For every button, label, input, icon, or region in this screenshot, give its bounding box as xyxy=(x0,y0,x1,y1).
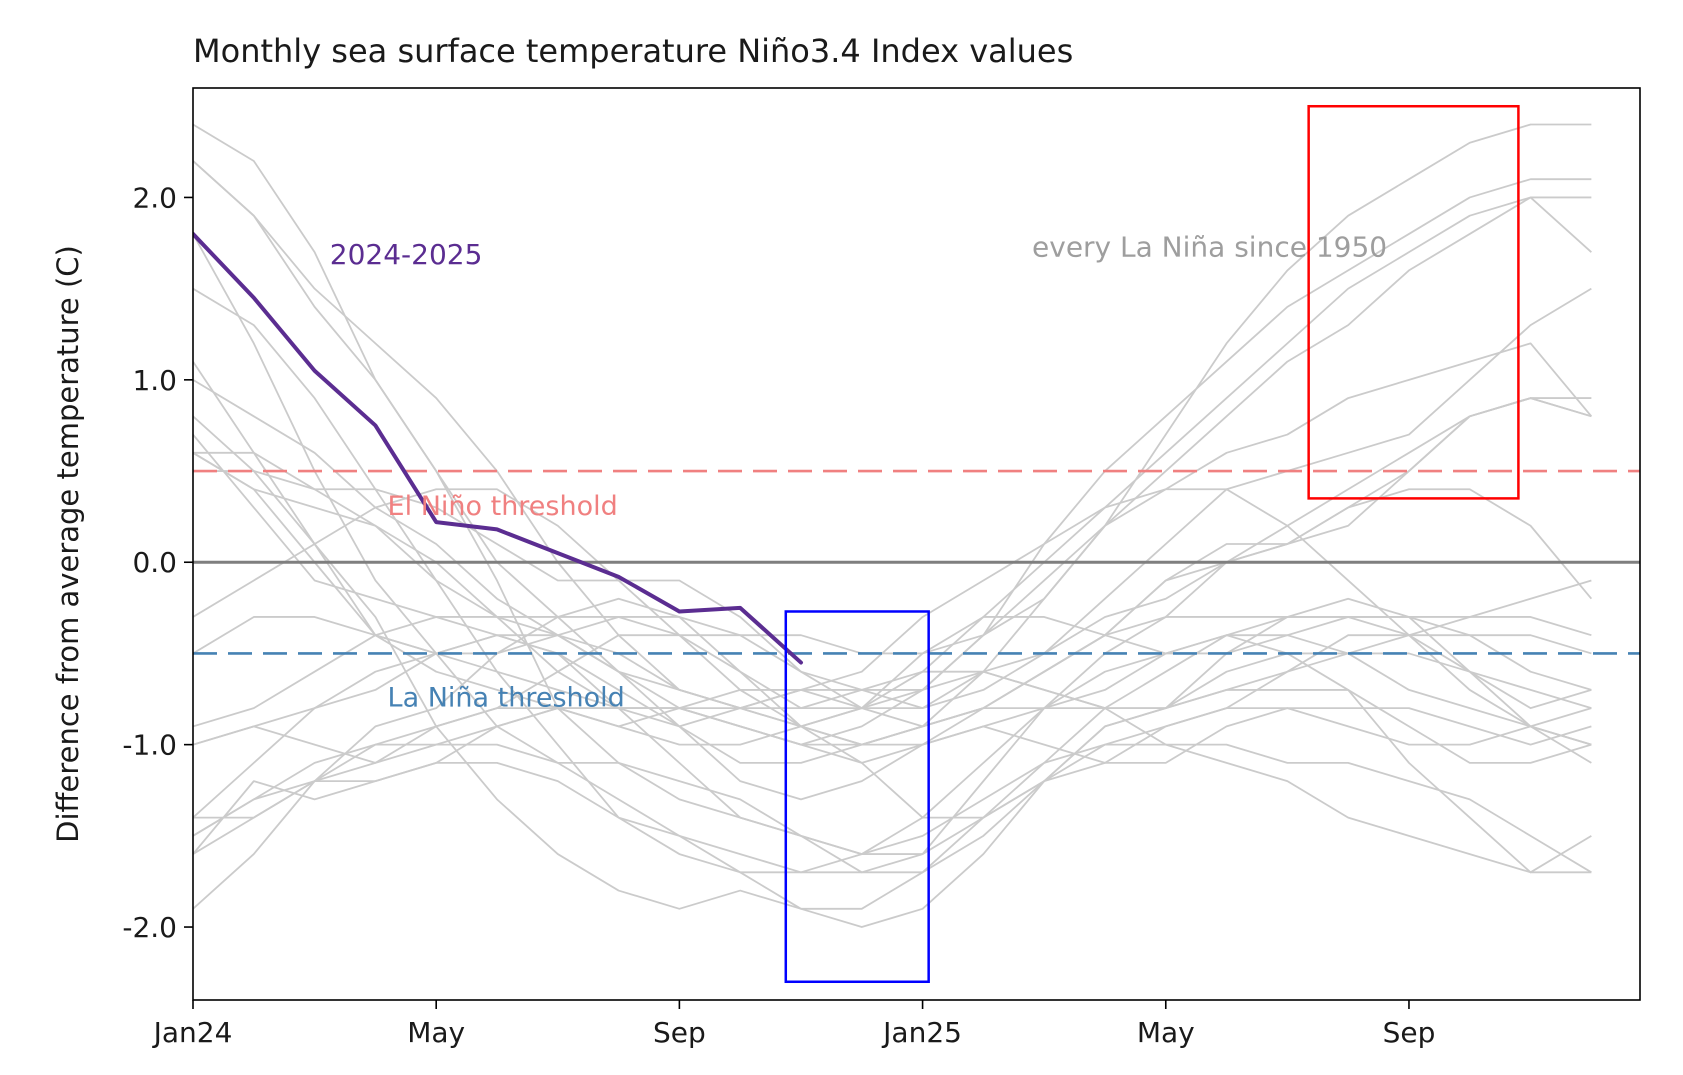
annotation-0: 2024-2025 xyxy=(330,238,483,271)
y-tick-label: -1.0 xyxy=(122,729,177,762)
current-series-line xyxy=(193,231,803,665)
historical-la-nina-line-2022-23 xyxy=(193,196,1592,764)
historical-la-nina-line-1973-74 xyxy=(193,233,1592,928)
el-nino-threshold-label: El Niño threshold xyxy=(388,491,618,522)
historical-la-nina-line-1970-71 xyxy=(193,452,1592,819)
y-tick-label: 1.0 xyxy=(132,364,177,397)
y-tick-label: -2.0 xyxy=(122,911,177,944)
x-tick-label: Sep xyxy=(1383,1016,1436,1049)
y-tick-label: 0.0 xyxy=(132,546,177,579)
x-tick-label: Jan24 xyxy=(152,1016,233,1049)
historical-la-nina-line-2017-18 xyxy=(193,397,1592,746)
y-axis-label: Difference from average temperature (C) xyxy=(51,245,85,843)
x-tick-label: Sep xyxy=(653,1016,706,1049)
x-tick-label: Jan25 xyxy=(881,1016,962,1049)
historical-la-nina-line-2008-09 xyxy=(193,287,1592,855)
chart-title: Monthly sea surface temperature Niño3.4 … xyxy=(193,32,1073,70)
y-tick-label: 2.0 xyxy=(132,181,177,214)
x-tick-label: May xyxy=(1137,1016,1195,1049)
second-year-autumn-box xyxy=(1307,104,1520,500)
historical-la-nina-line-1971-72 xyxy=(193,178,1592,819)
historical-la-nina-line-1975-76 xyxy=(193,397,1592,874)
historical-la-nina-line-2021-22 xyxy=(193,634,1592,764)
la-nina-threshold-label: La Niña threshold xyxy=(388,683,625,714)
x-tick-label: May xyxy=(407,1016,465,1049)
historical-la-nina-line-1996-97 xyxy=(193,123,1592,728)
annotation-1: every La Niña since 1950 xyxy=(1032,231,1387,264)
la-nina-winter-box xyxy=(784,610,930,984)
historical-la-nina-line-1983-84 xyxy=(193,160,1592,764)
plot-area xyxy=(193,123,1640,928)
historical-la-nina-line-2007-08 xyxy=(193,433,1592,855)
historical-la-nina-line-2020-21 xyxy=(193,470,1592,801)
historical-la-nina-line-2010-11 xyxy=(193,287,1592,874)
plot-border xyxy=(192,87,1641,1001)
historical-la-nina-line-2016-17 xyxy=(193,123,1592,746)
historical-la-nina-line-1964-65 xyxy=(193,196,1592,710)
historical-la-nina-line-1984-85 xyxy=(193,597,1592,764)
